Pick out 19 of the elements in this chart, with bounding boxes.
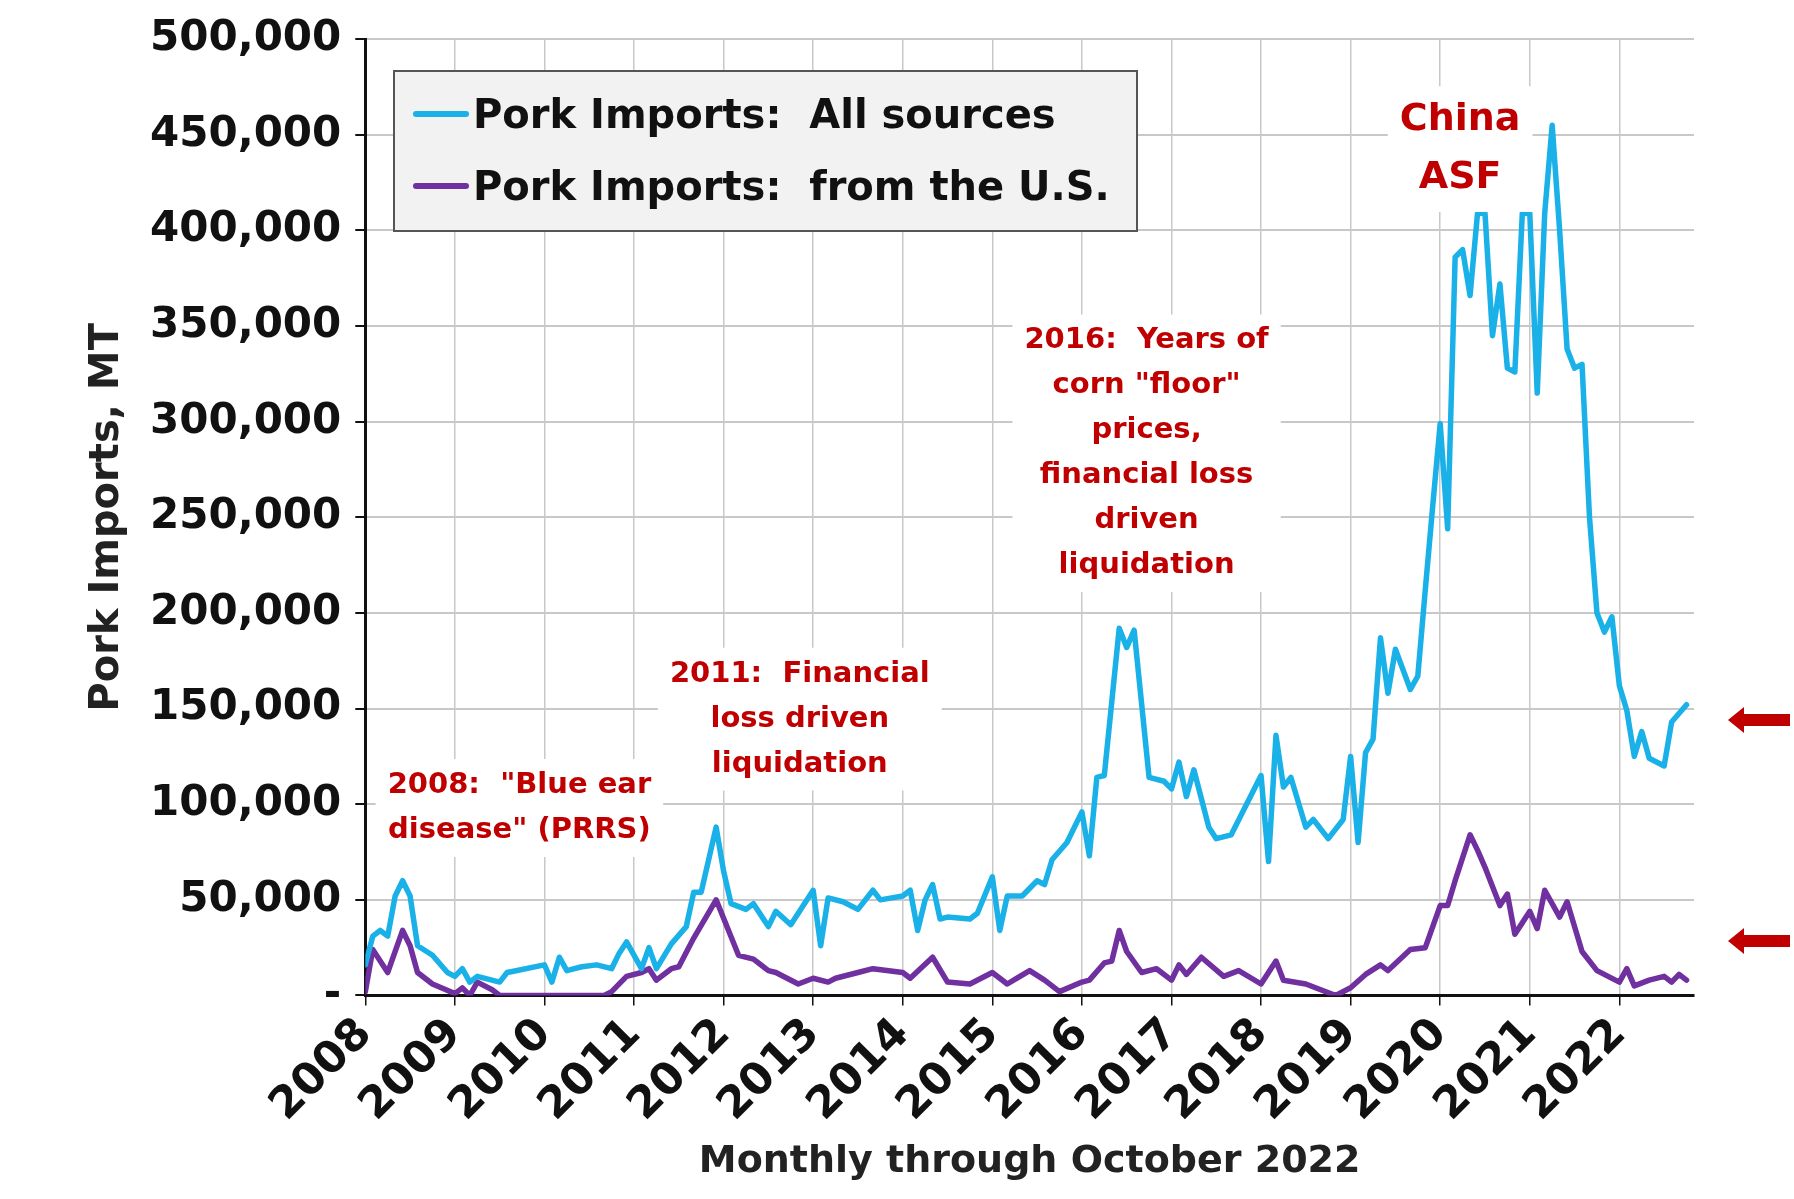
y-tick-label: 250,000 — [150, 489, 342, 539]
y-tick-label: 450,000 — [150, 106, 342, 156]
annotation: 2011: Financial loss driven liquidation — [669, 654, 930, 779]
legend-label: Pork Imports: All sources — [473, 91, 1056, 137]
y-tick-label: 200,000 — [150, 584, 342, 634]
annotation: 2016: Years of corn "floor" prices, financial loss driven liquidation — [1024, 321, 1270, 581]
y-axis-title: Pork Imports, MT — [81, 322, 128, 712]
y-tick-label: 400,000 — [150, 202, 342, 252]
annotation: 2008: "Blue ear disease" (PRRS) — [387, 766, 652, 846]
y-tick-label: 100,000 — [150, 776, 342, 826]
x-axis-title: Monthly through October 2022 — [698, 1137, 1361, 1182]
annotation: China ASF — [1399, 94, 1521, 198]
y-tick-label: 50,000 — [179, 871, 342, 921]
y-tick-label: 350,000 — [150, 297, 342, 347]
y-tick-label: - — [323, 967, 342, 1017]
legend-label: Pork Imports: from the U.S. — [473, 163, 1110, 209]
y-tick-label: 300,000 — [150, 393, 342, 443]
y-tick-label: 500,000 — [150, 11, 342, 61]
y-tick-label: 150,000 — [150, 680, 342, 730]
